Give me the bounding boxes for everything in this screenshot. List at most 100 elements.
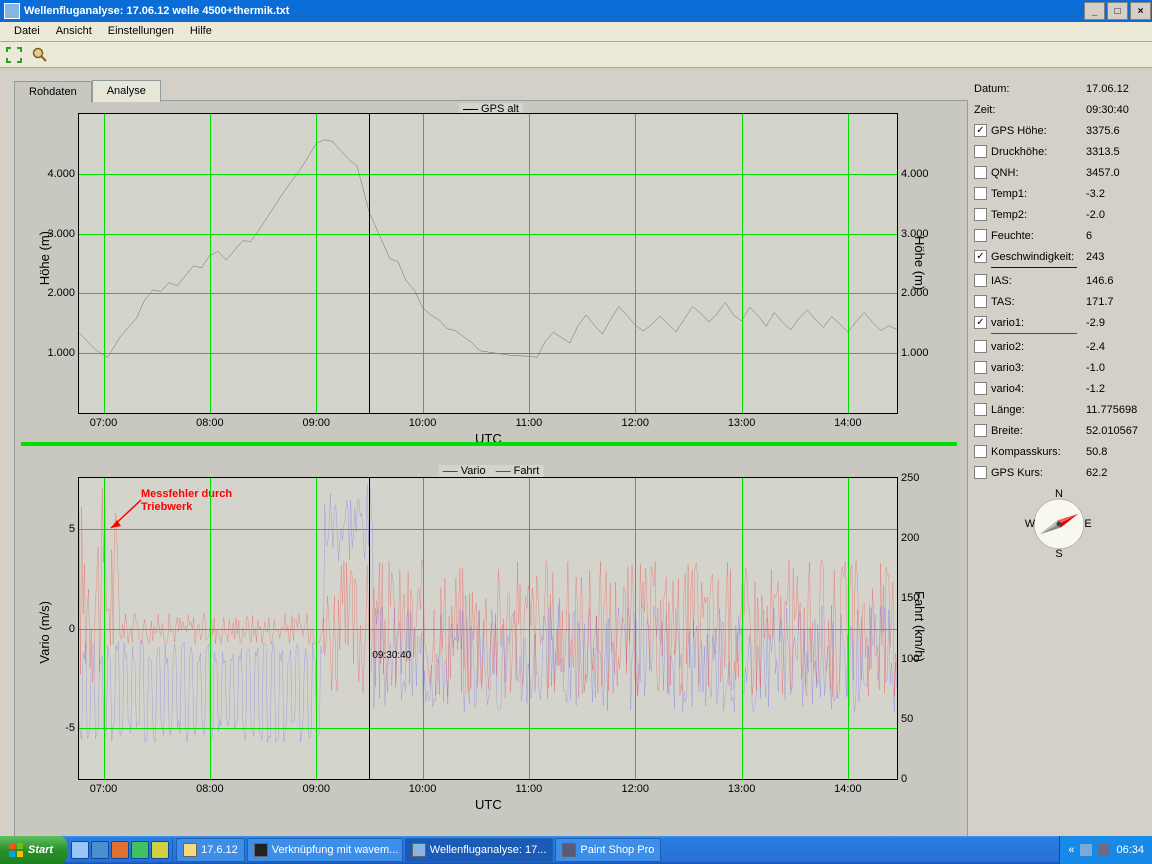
chart-separator[interactable] — [21, 442, 957, 446]
tray-icon[interactable] — [1098, 844, 1110, 856]
side-value: -1.0 — [1086, 362, 1144, 374]
legend-bot: Vario Fahrt — [439, 465, 544, 477]
zoom-icon[interactable] — [30, 45, 50, 65]
tab-analyse[interactable]: Analyse — [92, 80, 161, 102]
checkbox[interactable] — [974, 145, 987, 158]
side-label: IAS: — [991, 275, 1086, 287]
tray-icon[interactable] — [1080, 844, 1092, 856]
taskbar-item[interactable]: Wellenfluganalyse: 17... — [405, 838, 554, 862]
side-value: 62.2 — [1086, 467, 1144, 479]
side-label: vario3: — [991, 362, 1086, 374]
label-zeit: Zeit: — [974, 104, 1086, 116]
taskbar-item[interactable]: Paint Shop Pro — [555, 838, 661, 862]
checkbox[interactable] — [974, 166, 987, 179]
checkbox[interactable] — [974, 208, 987, 221]
taskbar-item-label: Paint Shop Pro — [580, 844, 654, 856]
side-panel: Datum:17.06.12 Zeit:09:30:40 ✓GPS Höhe:3… — [974, 78, 1144, 559]
checkbox[interactable] — [974, 382, 987, 395]
side-value: 50.8 — [1086, 446, 1144, 458]
clock: 06:34 — [1116, 844, 1144, 856]
menu-help[interactable]: Hilfe — [182, 22, 220, 41]
side-row: ✓vario1:-2.9 — [974, 312, 1144, 333]
value-datum: 17.06.12 — [1086, 83, 1144, 95]
toolbar — [0, 42, 1152, 68]
side-value: 3375.6 — [1086, 125, 1144, 137]
taskbar-item[interactable]: 17.6.12 — [176, 838, 245, 862]
label-datum: Datum: — [974, 83, 1086, 95]
legend-fahrt: Fahrt — [514, 465, 540, 477]
side-label: Geschwindigkeit: — [991, 251, 1086, 263]
side-row: Temp2:-2.0 — [974, 204, 1144, 225]
side-value: 3313.5 — [1086, 146, 1144, 158]
checkbox[interactable] — [974, 424, 987, 437]
taskbar-item[interactable]: Verknüpfung mit wavem... — [247, 838, 403, 862]
ql-icon[interactable] — [151, 841, 169, 859]
side-row: GPS Kurs:62.2 — [974, 462, 1144, 483]
svg-text:N: N — [1055, 489, 1063, 500]
side-value: 52.010567 — [1086, 425, 1144, 437]
window-title: Wellenfluganalyse: 17.06.12 welle 4500+t… — [24, 5, 289, 17]
side-row: vario2:-2.4 — [974, 336, 1144, 357]
system-tray[interactable]: « 06:34 — [1059, 836, 1152, 864]
side-row: QNH:3457.0 — [974, 162, 1144, 183]
menu-file[interactable]: Datei — [6, 22, 48, 41]
svg-text:E: E — [1084, 518, 1091, 530]
checkbox[interactable]: ✓ — [974, 250, 987, 263]
checkbox[interactable] — [974, 466, 987, 479]
tab-bar: Rohdaten Analyse — [14, 80, 161, 102]
taskbar-item-icon — [412, 843, 426, 857]
side-row: Kompasskurs:50.8 — [974, 441, 1144, 462]
svg-text:S: S — [1055, 548, 1062, 559]
ql-icon[interactable] — [71, 841, 89, 859]
side-label: Druckhöhe: — [991, 146, 1086, 158]
ql-icon[interactable] — [131, 841, 149, 859]
checkbox[interactable] — [974, 229, 987, 242]
menu-settings[interactable]: Einstellungen — [100, 22, 182, 41]
start-button[interactable]: Start — [0, 836, 67, 864]
xlabel-bot: UTC — [475, 797, 502, 812]
side-row: ✓Geschwindigkeit:243 — [974, 246, 1144, 267]
side-label: Feuchte: — [991, 230, 1086, 242]
app-icon — [4, 3, 20, 19]
altitude-chart[interactable]: 07:0008:0009:0010:0011:0012:0013:0014:00… — [78, 113, 898, 414]
checkbox[interactable] — [974, 361, 987, 374]
menu-view[interactable]: Ansicht — [48, 22, 100, 41]
side-row: Feuchte:6 — [974, 225, 1144, 246]
ql-icon[interactable] — [111, 841, 129, 859]
side-value: 171.7 — [1086, 296, 1144, 308]
main-area: Rohdaten Analyse GPS alt Höhe (m) Höhe (… — [0, 68, 1152, 836]
side-label: vario1: — [991, 317, 1086, 329]
side-value: -2.0 — [1086, 209, 1144, 221]
side-label: vario2: — [991, 341, 1086, 353]
side-label: Temp1: — [991, 188, 1086, 200]
side-label: QNH: — [991, 167, 1086, 179]
side-label: Länge: — [991, 404, 1086, 416]
side-row: TAS:171.7 — [974, 291, 1144, 312]
ql-icon[interactable] — [91, 841, 109, 859]
checkbox[interactable] — [974, 403, 987, 416]
checkbox[interactable] — [974, 445, 987, 458]
checkbox[interactable]: ✓ — [974, 316, 987, 329]
taskbar-item-label: 17.6.12 — [201, 844, 238, 856]
side-row: Temp1:-3.2 — [974, 183, 1144, 204]
compass: N E S W — [1024, 489, 1094, 559]
maximize-button[interactable]: □ — [1107, 2, 1128, 20]
legend-vario: Vario — [461, 465, 486, 477]
side-label: GPS Höhe: — [991, 125, 1086, 137]
fit-icon[interactable] — [4, 45, 24, 65]
checkbox[interactable] — [974, 187, 987, 200]
close-button[interactable]: × — [1130, 2, 1151, 20]
side-row: Breite:52.010567 — [974, 420, 1144, 441]
checkbox[interactable]: ✓ — [974, 124, 987, 137]
tab-rohdaten[interactable]: Rohdaten — [14, 81, 92, 103]
minimize-button[interactable]: _ — [1084, 2, 1105, 20]
checkbox[interactable] — [974, 274, 987, 287]
side-row: vario3:-1.0 — [974, 357, 1144, 378]
vario-speed-chart[interactable]: Messfehler durchTriebwerk 09:30:40 07:00… — [78, 477, 898, 780]
checkbox[interactable] — [974, 295, 987, 308]
side-label: Kompasskurs: — [991, 446, 1086, 458]
side-row: IAS:146.6 — [974, 270, 1144, 291]
checkbox[interactable] — [974, 340, 987, 353]
cursor-timestamp: 09:30:40 — [372, 650, 411, 661]
svg-text:W: W — [1025, 518, 1036, 530]
